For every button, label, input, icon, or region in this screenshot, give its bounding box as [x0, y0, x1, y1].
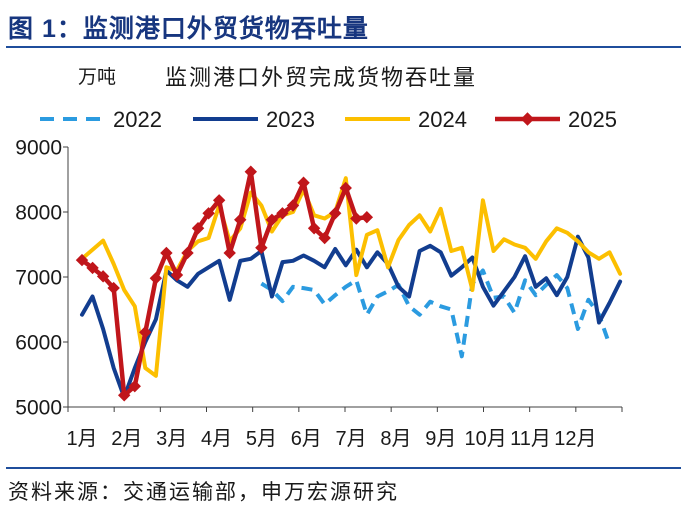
source-divider	[6, 467, 681, 469]
data-point-2025	[328, 207, 342, 220]
data-point-2025	[75, 253, 89, 267]
data-point-2025	[350, 212, 363, 225]
y-tick-label: 9000	[15, 137, 62, 160]
data-point-2025	[255, 241, 268, 254]
y-tick-label: 5000	[15, 397, 62, 420]
data-point-2025	[191, 222, 205, 235]
x-tick-label: 11月	[510, 428, 551, 450]
figure-title: 图 1：监测港口外贸货物吞吐量	[8, 15, 369, 43]
x-tick-label: 10月	[465, 428, 507, 450]
x-tick-label: 3月	[156, 428, 187, 450]
data-point-2025	[265, 213, 279, 227]
data-point-2025	[202, 207, 215, 220]
data-point-2025	[96, 270, 110, 283]
chart-axes: 5000 6000 7000 8000 9000 1月 2月 3月 4月 5月 6月 7月 8月 9月 10…	[15, 137, 623, 450]
data-point-2025	[339, 181, 352, 195]
data-point-2025	[149, 272, 163, 285]
chart-title: 监测港口外贸完成货物吞吐量	[165, 65, 478, 90]
data-point-2025	[318, 231, 331, 245]
x-tick-label: 8月	[380, 428, 411, 450]
chart-series	[75, 165, 623, 402]
data-point-2025	[107, 281, 120, 295]
y-tick-label: 8000	[15, 202, 62, 225]
data-point-2025	[139, 326, 152, 339]
source-note: 资料来源：交通运输部，申万宏源研究	[8, 481, 399, 504]
data-point-2025	[128, 379, 141, 393]
data-point-2025	[86, 261, 99, 275]
data-point-2025	[244, 165, 258, 178]
data-point-2025	[286, 199, 300, 212]
data-point-2025	[307, 222, 321, 235]
data-point-2025	[297, 176, 310, 189]
x-tick-label: 5月	[246, 428, 277, 450]
data-point-2025	[212, 194, 226, 207]
chart-legend: 2022 2023 2024 2025	[40, 107, 617, 132]
legend-label-2024: 2024	[418, 107, 467, 132]
y-tick-label: 7000	[15, 267, 62, 290]
data-point-2025	[276, 207, 289, 220]
x-tick-label: 2月	[111, 428, 142, 450]
x-tick-label: 6月	[291, 428, 322, 450]
legend-marker-2025	[520, 112, 535, 126]
legend-label-2023: 2023	[266, 107, 315, 132]
data-point-2025	[117, 389, 131, 402]
data-point-2025	[170, 268, 184, 282]
data-point-2025	[360, 210, 374, 224]
data-point-2025	[234, 213, 247, 227]
y-tick-label: 6000	[15, 332, 62, 355]
data-point-2025	[181, 246, 194, 260]
legend-label-2025: 2025	[568, 107, 617, 132]
x-tick-label: 12月	[554, 428, 596, 450]
x-tick-label: 7月	[336, 428, 367, 450]
title-divider	[6, 46, 681, 48]
data-point-2025	[160, 246, 173, 260]
y-axis-unit: 万吨	[78, 67, 117, 88]
legend-label-2022: 2022	[113, 107, 162, 132]
data-point-2025	[223, 246, 236, 260]
series-line-2022	[260, 268, 612, 359]
x-tick-label: 9月	[425, 428, 456, 450]
series-line-2025	[79, 169, 370, 398]
x-tick-label: 1月	[66, 428, 97, 450]
x-tick-label: 4月	[201, 428, 232, 450]
